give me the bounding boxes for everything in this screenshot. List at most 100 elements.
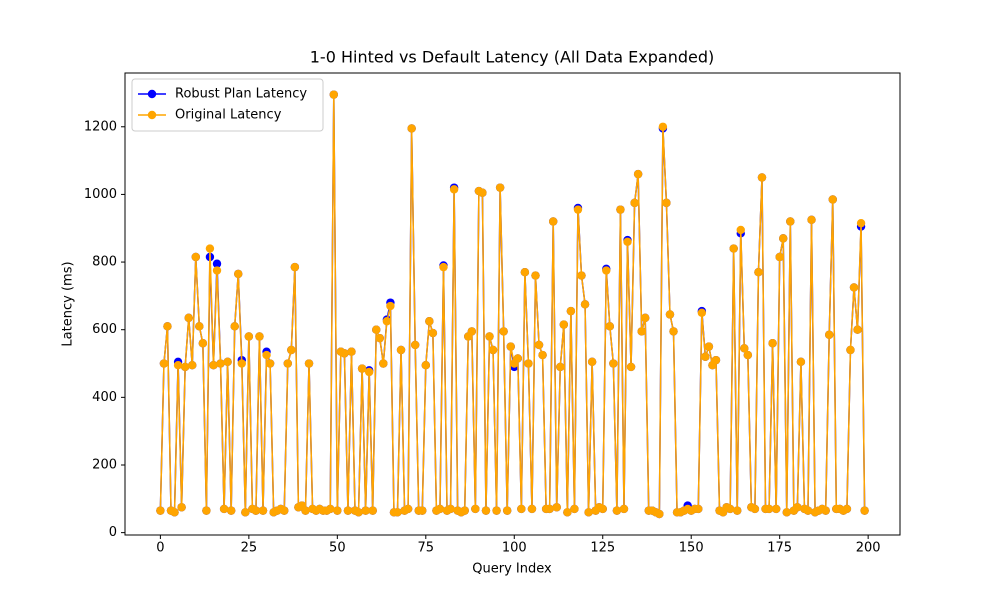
point (191, 252, 200, 262)
point (251, 506, 261, 515)
point (386, 301, 395, 311)
point (828, 195, 837, 204)
point (326, 504, 335, 514)
point (655, 509, 664, 519)
point (598, 504, 607, 514)
point (347, 347, 356, 356)
point (807, 215, 816, 224)
legend-marker (147, 110, 157, 120)
point (779, 234, 788, 243)
point (520, 268, 530, 277)
point (548, 217, 558, 226)
point (226, 506, 236, 515)
point (502, 506, 512, 515)
point (492, 506, 501, 515)
point (771, 504, 781, 514)
point (304, 359, 314, 368)
point (538, 350, 547, 360)
legend-label: Original Latency (175, 108, 282, 123)
point (156, 506, 165, 515)
point (842, 504, 852, 514)
point (241, 508, 250, 517)
point (577, 271, 586, 280)
point (202, 506, 211, 515)
axes-frame (124, 72, 901, 536)
point (775, 252, 784, 262)
point (846, 345, 855, 355)
point (580, 300, 590, 309)
point (180, 362, 190, 372)
point (488, 345, 498, 355)
point (368, 506, 377, 515)
point (545, 504, 554, 514)
point (697, 308, 707, 317)
point (407, 124, 416, 133)
point (209, 361, 218, 370)
y-tick-label: 200 (92, 457, 117, 472)
point (481, 506, 491, 515)
point (343, 506, 353, 515)
point (301, 506, 310, 515)
point (212, 259, 222, 268)
point (513, 354, 523, 363)
point (641, 313, 650, 323)
point (449, 185, 459, 194)
point (517, 504, 526, 514)
point (382, 317, 392, 326)
point (198, 339, 208, 348)
point (736, 225, 745, 235)
point (435, 504, 445, 514)
point (782, 508, 791, 517)
y-tick-label: 1200 (84, 119, 117, 134)
point (552, 503, 561, 512)
point (669, 327, 678, 336)
point (372, 325, 381, 334)
point (821, 506, 830, 515)
point (283, 359, 292, 368)
x-tick-label: 100 (502, 541, 527, 556)
point (524, 359, 533, 368)
point (195, 322, 204, 331)
point (637, 327, 646, 336)
point (471, 504, 480, 514)
point (570, 504, 579, 514)
point (219, 504, 229, 514)
point (633, 169, 643, 179)
point (396, 345, 406, 355)
x-tick-label: 75 (418, 541, 435, 556)
point (796, 357, 806, 367)
point (205, 244, 215, 253)
point (786, 217, 795, 226)
point (701, 352, 710, 361)
legend: Robust Plan Latency Original Latency (131, 78, 324, 132)
point (609, 359, 618, 368)
point (163, 322, 172, 331)
point (485, 332, 494, 341)
point (506, 342, 515, 351)
point (527, 504, 537, 514)
point (177, 503, 186, 512)
point (694, 504, 703, 514)
point (768, 339, 777, 348)
point (280, 506, 289, 515)
point (793, 503, 802, 512)
point (467, 327, 477, 336)
point (605, 322, 615, 331)
point (531, 271, 540, 280)
x-tick-label: 175 (767, 541, 792, 556)
point (418, 506, 427, 515)
point (743, 350, 753, 360)
point (587, 357, 597, 367)
point (573, 205, 583, 214)
point (764, 504, 774, 514)
x-tick-label: 0 (156, 541, 164, 556)
legend-box (131, 78, 324, 132)
point (825, 330, 834, 339)
point (662, 198, 671, 208)
y-tick-label: 400 (92, 390, 117, 405)
point (860, 506, 869, 515)
point (602, 266, 611, 275)
y-tick-label: 800 (92, 255, 117, 270)
point (623, 237, 632, 246)
point (287, 345, 296, 355)
